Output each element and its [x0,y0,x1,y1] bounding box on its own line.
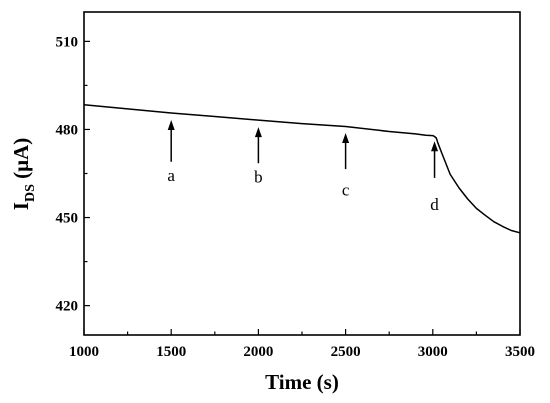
x-tick-label: 1000 [69,344,99,360]
y-axis-title-sub: DS [23,184,38,202]
x-tick-label: 3000 [418,344,448,360]
x-tick-label: 2000 [243,344,273,360]
arrow-head [342,132,350,143]
y-axis-title: IDS (μA) [9,138,38,210]
series-line [83,104,521,234]
y-tick-label: 510 [56,34,79,50]
annotation-label: b [254,167,263,186]
annotation-layer: a b c d [167,120,439,214]
x-tick-label: 3500 [505,344,535,360]
arrow-head [167,120,175,131]
arrow-head [431,141,439,152]
annotation-label: a [167,166,175,185]
annotation-b: b [254,127,263,186]
y-tick-label: 420 [56,299,79,315]
annotation-label: d [430,195,439,214]
annotation-label: c [342,181,350,200]
y-tick-label: 450 [56,211,79,227]
x-tick-label: 1500 [156,344,186,360]
annotation-c: c [342,132,350,200]
annotation-a: a [167,120,175,185]
annotation-d: d [430,141,439,214]
x-axis-title: Time (s) [265,370,339,394]
y-tick-label: 480 [56,122,79,138]
y-axis-title-main: I [9,202,33,210]
plot-area-frame [83,11,521,336]
tick-layer: 1000 1500 2000 2500 3000 3500 420 450 480 510 [56,34,536,360]
x-tick-label: 2500 [331,344,361,360]
y-axis-title-unit: (μA) [9,138,33,184]
arrow-head [254,127,262,138]
